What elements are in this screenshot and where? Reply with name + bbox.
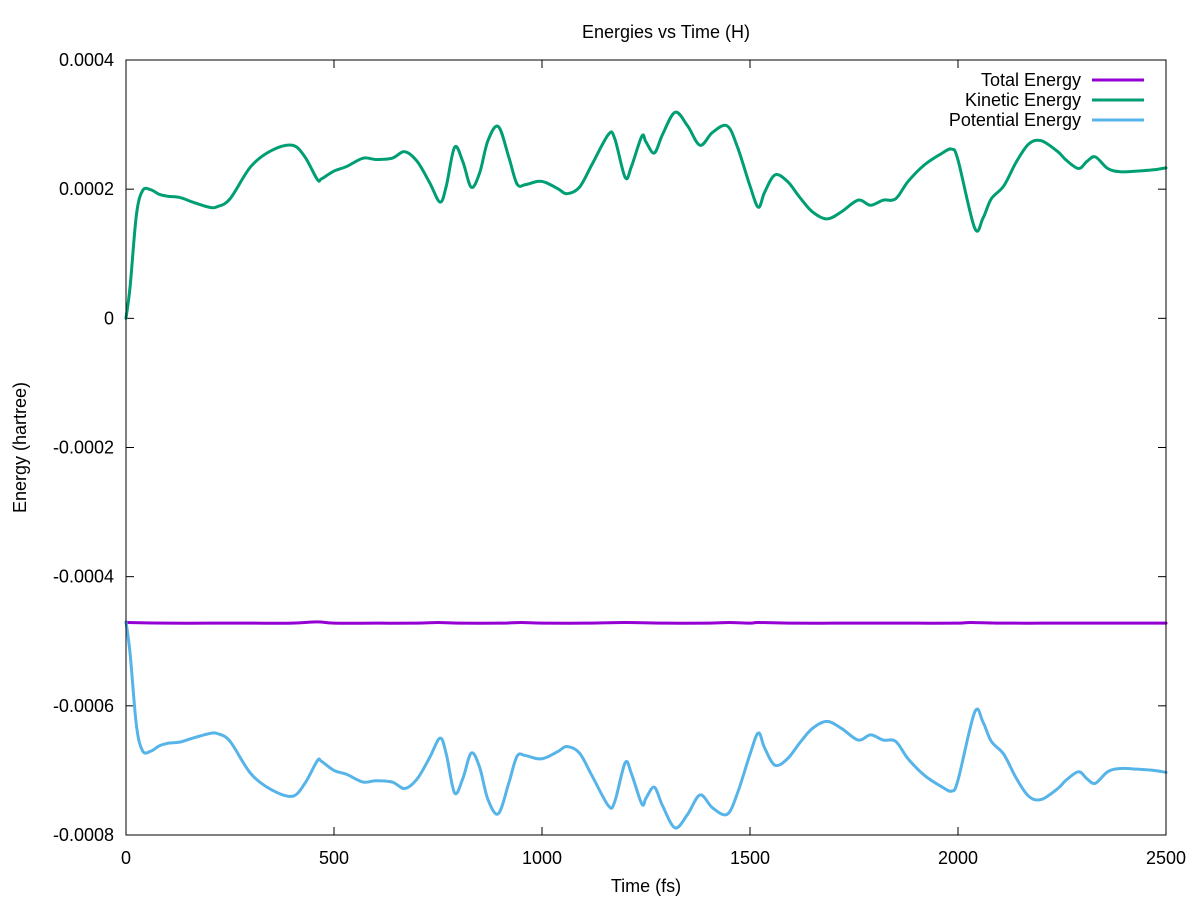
y-tick-label: -0.0006: [53, 696, 114, 716]
y-tick-label: -0.0002: [53, 438, 114, 458]
y-tick-label: -0.0004: [53, 567, 114, 587]
x-tick-label: 2000: [938, 848, 978, 868]
y-axis-label: Energy (hartree): [10, 382, 30, 513]
chart-title: Energies vs Time (H): [582, 22, 750, 42]
legend-label-total-energy: Total Energy: [981, 70, 1081, 90]
y-tick-label: 0.0004: [59, 50, 114, 70]
legend-label-kinetic-energy: Kinetic Energy: [965, 90, 1081, 110]
y-tick-label: -0.0008: [53, 825, 114, 845]
x-tick-label: 0: [121, 848, 131, 868]
series-line-kinetic-energy: [124, 110, 1168, 320]
legend-label-potential-energy: Potential Energy: [949, 110, 1081, 130]
x-tick-label: 1000: [522, 848, 562, 868]
plot-frame: [125, 59, 1167, 836]
series-lines: [124, 110, 1168, 830]
x-tick-label: 1500: [730, 848, 770, 868]
y-tick-label: 0: [104, 308, 114, 328]
x-tick-label: 500: [319, 848, 349, 868]
series-line-potential-energy: [124, 620, 1168, 830]
series-line-total-energy: [124, 620, 1168, 625]
axis-ticks: 0 500 1000 1500 2000 2500 0.0004 0.0002 0 -0.0002…: [53, 50, 1186, 868]
x-tick-label: 2500: [1146, 848, 1186, 868]
x-axis-label: Time (fs): [611, 876, 681, 896]
y-tick-label: 0.0002: [59, 179, 114, 199]
